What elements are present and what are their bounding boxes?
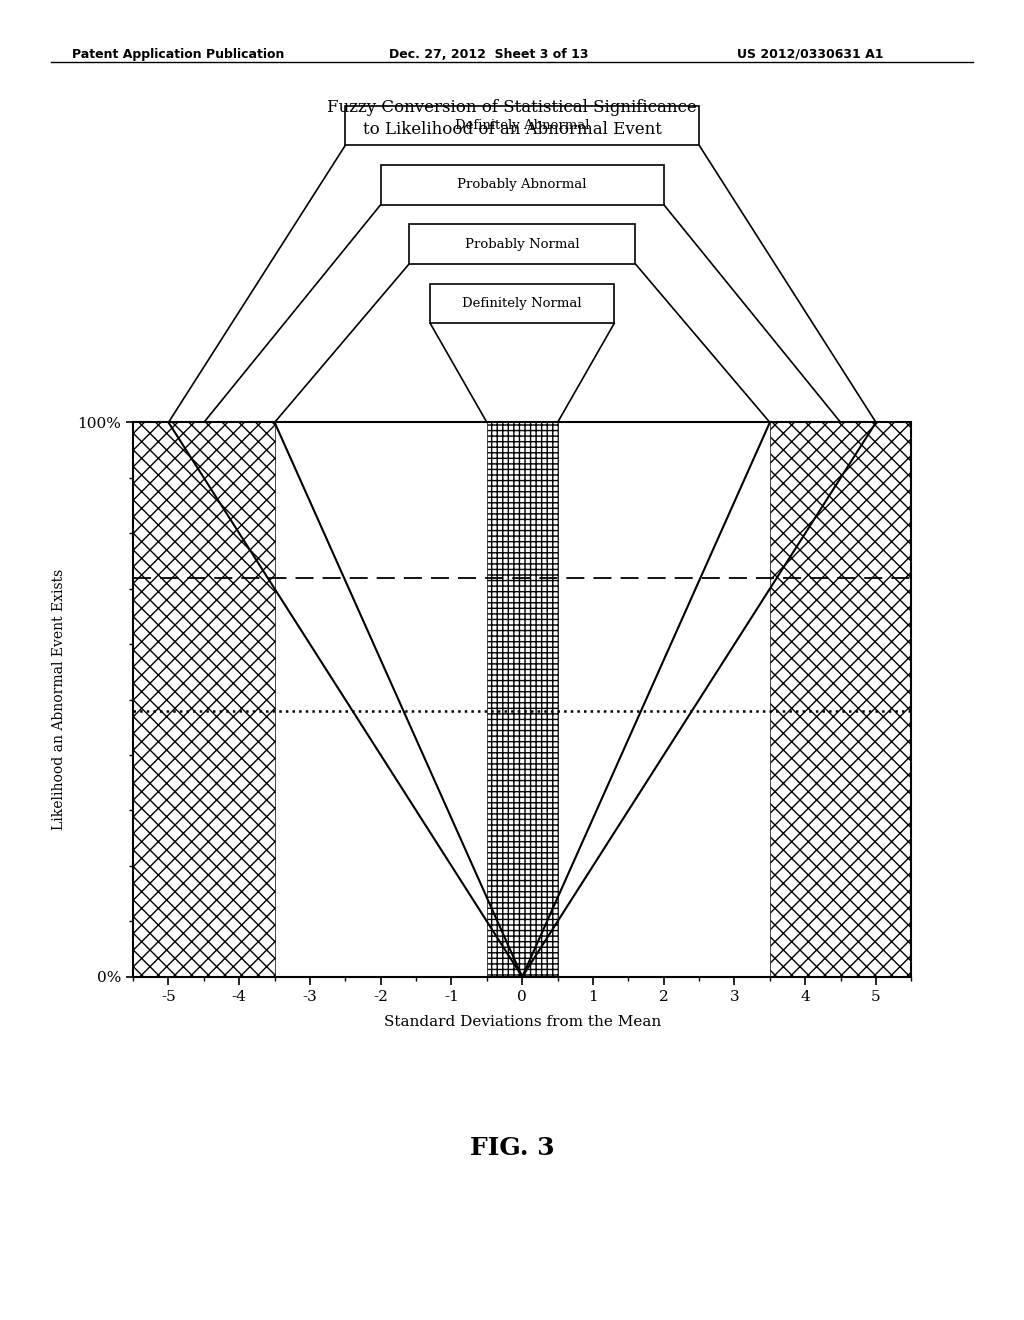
Y-axis label: Likelihood an Abnormal Event Exists: Likelihood an Abnormal Event Exists	[52, 569, 67, 830]
X-axis label: Standard Deviations from the Mean: Standard Deviations from the Mean	[384, 1015, 660, 1030]
Bar	[486, 422, 558, 977]
Text: Definitely Abnormal: Definitely Abnormal	[455, 119, 590, 132]
Text: Probably Normal: Probably Normal	[465, 238, 580, 251]
Bar	[430, 284, 614, 323]
Bar	[133, 422, 274, 977]
Bar	[381, 165, 664, 205]
Bar	[770, 422, 911, 977]
Text: Definitely Normal: Definitely Normal	[463, 297, 582, 310]
Text: Patent Application Publication: Patent Application Publication	[72, 48, 284, 61]
Text: FIG. 3: FIG. 3	[470, 1137, 554, 1160]
Text: Probably Abnormal: Probably Abnormal	[458, 178, 587, 191]
Text: Dec. 27, 2012  Sheet 3 of 13: Dec. 27, 2012 Sheet 3 of 13	[389, 48, 589, 61]
Text: to Likelihood of an Abnormal Event: to Likelihood of an Abnormal Event	[362, 121, 662, 139]
Bar	[345, 106, 699, 145]
Text: US 2012/0330631 A1: US 2012/0330631 A1	[737, 48, 884, 61]
Text: Fuzzy Conversion of Statistical Significance: Fuzzy Conversion of Statistical Signific…	[327, 99, 697, 116]
Bar	[409, 224, 636, 264]
